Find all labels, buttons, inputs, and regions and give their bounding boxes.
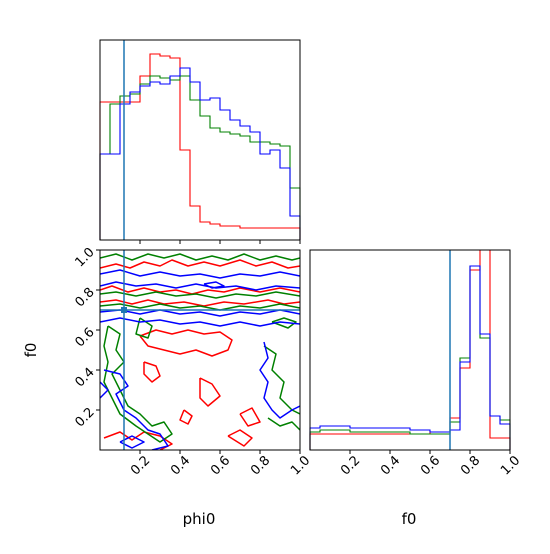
x-axis-label-f0: f0	[402, 510, 417, 528]
histogram-phi0-panel	[99, 39, 301, 244]
contour-2-8	[119, 435, 145, 449]
contour-0-5	[199, 377, 221, 407]
contour-2-0	[100, 269, 300, 279]
histogram-phi0-frame	[99, 39, 301, 241]
contour-x-tick-label-1: 0.4	[168, 453, 193, 478]
contour-1-0	[100, 253, 300, 261]
contour-1-7	[271, 317, 297, 329]
contour-2-7	[203, 281, 225, 289]
contour-y-tick-label-0: 0.2	[72, 405, 97, 430]
histogram-f0-series-2	[309, 265, 511, 450]
histogram-f0-series-1	[309, 265, 511, 450]
contour-x-tick-label-4: 1.0	[288, 453, 313, 478]
contour-1-1	[100, 291, 300, 299]
histogram-f0-frame	[309, 249, 511, 451]
contour-lines	[100, 253, 300, 450]
contour-2-6	[259, 341, 300, 419]
contour-0-9	[227, 429, 253, 447]
contour-x-tick-label-0: 0.2	[128, 453, 153, 478]
contour-y-tick-label-4: 1.0	[72, 245, 97, 270]
y-axis-label-f0: f0	[22, 343, 40, 358]
histogram-f0-panel: 0.2 0.4 0.6 0.8 1.0	[309, 249, 523, 478]
contour-0-6	[179, 409, 193, 425]
contour-0-7	[239, 407, 261, 427]
contour-2-1	[100, 281, 300, 291]
histogram-f0-x-tick-label-1: 0.4	[378, 453, 403, 478]
contour-y-tick-label-2: 0.6	[72, 325, 97, 350]
contour-phi0-f0-panel: 0.2 0.4 0.6 0.8 1.0 0.2 0.4 0.6 0.8 1.0	[72, 245, 313, 478]
contour-frame	[99, 249, 301, 451]
histogram-phi0-series-2	[99, 67, 301, 240]
contour-2-5	[100, 381, 109, 399]
contour-1-3	[103, 325, 173, 443]
contour-2-3	[100, 317, 300, 327]
histogram-phi0-ticks	[139, 240, 301, 244]
histogram-f0-ticks: 0.2 0.4 0.6 0.8 1.0	[338, 450, 523, 478]
contour-1-2	[100, 303, 300, 311]
contour-0-4	[143, 361, 161, 383]
histogram-f0-x-tick-label-2: 0.6	[418, 453, 443, 478]
contour-0-2	[100, 299, 300, 307]
contour-1-5	[263, 345, 300, 415]
histogram-f0-series	[309, 249, 511, 450]
truth-point-2d	[121, 307, 127, 313]
histogram-f0-x-tick-label-3: 0.8	[458, 453, 483, 478]
contour-0-3	[139, 329, 233, 357]
contour-x-tick-label-2: 0.6	[208, 453, 233, 478]
contour-0-0	[100, 259, 300, 269]
contour-x-tick-label-3: 0.8	[248, 453, 273, 478]
contour-y-ticks: 0.2 0.4 0.6 0.8 1.0	[72, 245, 100, 430]
histogram-f0-x-tick-label-0: 0.2	[338, 453, 363, 478]
contour-1-6	[267, 417, 300, 431]
histogram-phi0-series	[99, 53, 301, 240]
contour-2-2	[100, 309, 300, 317]
histogram-f0-x-tick-label-4: 1.0	[498, 453, 523, 478]
contour-1-4	[135, 317, 153, 339]
contour-y-tick-label-1: 0.4	[72, 365, 97, 390]
contour-x-ticks: 0.2 0.4 0.6 0.8 1.0	[128, 450, 313, 478]
contour-y-tick-label-3: 0.8	[72, 285, 97, 310]
x-axis-label-phi0: phi0	[183, 510, 216, 528]
